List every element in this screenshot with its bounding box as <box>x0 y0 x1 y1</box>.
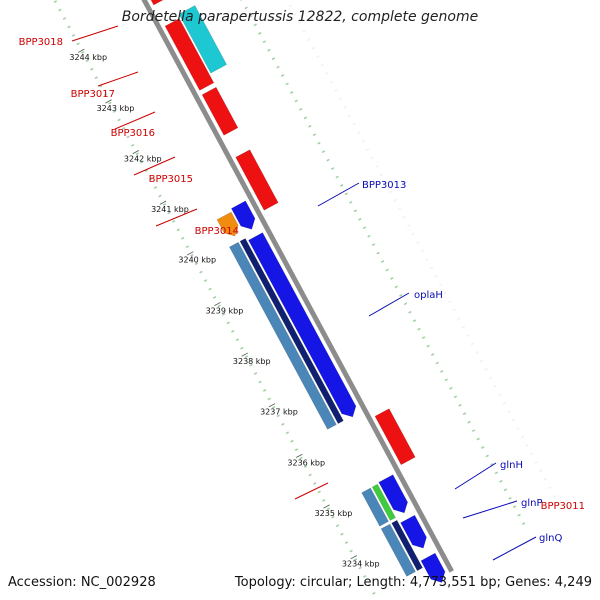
gene-label-oplah: oplaH <box>414 290 443 301</box>
leader-bpp3011 <box>294 482 329 500</box>
tick-mark-5 <box>186 251 194 256</box>
gene-label-bpp3013: BPP3013 <box>362 180 406 191</box>
leader-bpp3014 <box>155 208 198 227</box>
genome-summary-text: Topology: circular; Length: 4,773,551 bp… <box>234 575 592 590</box>
cds-bpp3016 <box>164 18 215 91</box>
gene-label-glnp: glnP <box>521 498 543 509</box>
feature-glnh <box>361 487 389 527</box>
tick-mark-8 <box>268 403 276 408</box>
tick-label-11: 3234 kbp <box>342 560 380 569</box>
cds-glnh <box>378 474 408 514</box>
tick-label-2: 3243 kbp <box>97 104 135 113</box>
leader-bpp3018 <box>71 25 119 42</box>
tick-mark-4 <box>159 200 167 205</box>
tick-mark-10 <box>323 504 330 509</box>
cds-glnq <box>420 552 446 583</box>
gene-label-bpp3017: BPP3017 <box>71 89 115 100</box>
gene-oplah <box>239 238 344 425</box>
gene-glnh <box>371 483 396 521</box>
gene-label-bpp3015: BPP3015 <box>149 174 193 185</box>
leader-bpp3016 <box>114 111 156 130</box>
tick-mark-2 <box>105 99 112 104</box>
cds-bpp3018 <box>150 0 164 6</box>
map-title: Bordetella parapertussis 12822, complete… <box>121 9 479 25</box>
tick-label-3: 3242 kbp <box>124 155 162 164</box>
gene-label-glnh: glnH <box>500 460 523 471</box>
tick-label-1: 3244 kbp <box>69 53 107 62</box>
cds-bpp3013 <box>216 211 239 237</box>
leader-glnq <box>492 536 537 561</box>
tick-label-10: 3235 kbp <box>315 509 353 518</box>
leader-bpp3015 <box>133 156 176 176</box>
feature-bpp3016 <box>178 5 228 74</box>
cds-glnp <box>400 514 427 549</box>
tick-label-4: 3241 kbp <box>151 205 189 214</box>
leader-oplah <box>368 292 410 317</box>
dotted-guide-line-3 <box>52 0 380 600</box>
gene-label-bpp3011: BPP3011 <box>541 501 585 512</box>
leader-glnh <box>454 462 497 490</box>
tick-label-8: 3237 kbp <box>260 408 298 417</box>
leader-bpp3013 <box>317 182 360 207</box>
cds-bpp3015 <box>201 86 239 136</box>
feature-oplah <box>228 241 337 430</box>
tick-label-9: 3236 kbp <box>287 458 325 467</box>
dotted-guide-line-2 <box>240 0 529 532</box>
leader-glnp <box>462 500 518 519</box>
tick-label-7: 3238 kbp <box>233 357 271 366</box>
accession-text: Accession: NC_002928 <box>8 575 156 590</box>
tick-mark-11 <box>350 555 358 560</box>
cds-left-of-bpp3013 <box>230 200 256 230</box>
cds-oplah <box>248 232 357 418</box>
tick-mark-6 <box>214 301 221 306</box>
gene-label-bpp3014: BPP3014 <box>195 226 239 237</box>
tick-mark-7 <box>241 352 249 357</box>
tick-mark-9 <box>295 453 303 458</box>
genome-backbone <box>141 0 454 573</box>
tick-label-5: 3240 kbp <box>178 256 216 265</box>
leader-bpp3017 <box>97 71 139 87</box>
gene-label-glnq: glnQ <box>539 533 562 544</box>
gene-glnp <box>391 519 423 572</box>
cds-bpp3011 <box>374 408 416 466</box>
gene-label-bpp3018: BPP3018 <box>19 37 63 48</box>
tick-mark-1 <box>77 48 85 53</box>
gene-label-bpp3016: BPP3016 <box>111 128 155 139</box>
tick-label-6: 3239 kbp <box>206 306 244 315</box>
tick-mark-3 <box>132 150 140 155</box>
cds-bpp3014 <box>235 149 279 211</box>
feature-glnp <box>380 523 416 577</box>
